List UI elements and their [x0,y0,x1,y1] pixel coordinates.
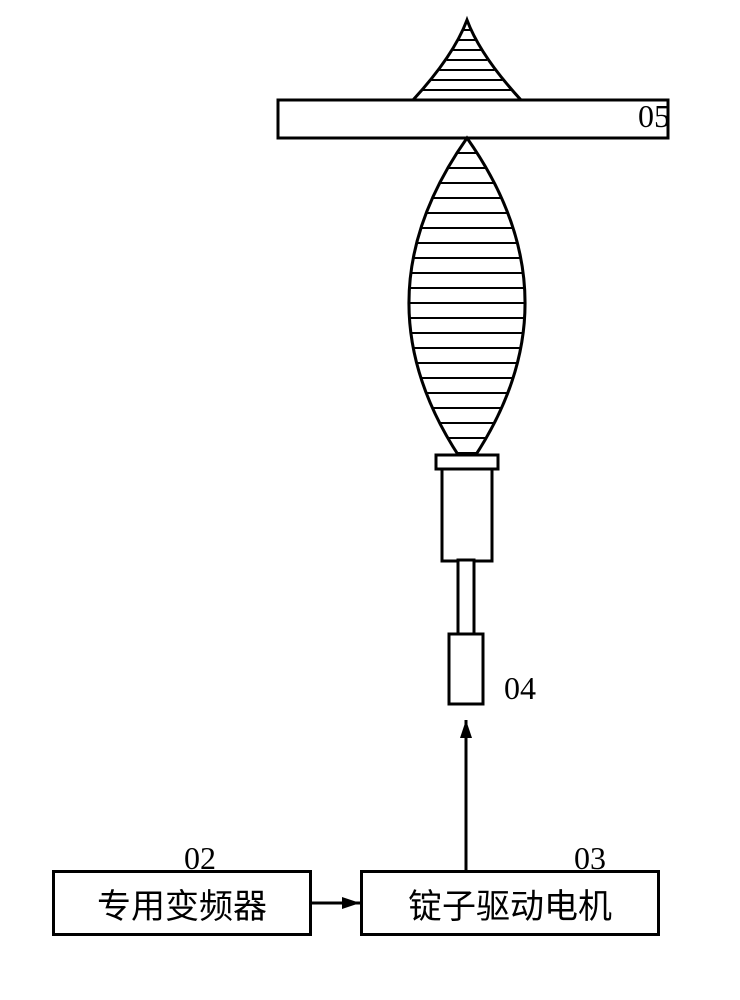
label-02: 02 [184,840,216,877]
spindle-motor-box: 锭子驱动电机 [360,870,660,936]
label-05: 05 [638,98,670,135]
spindle-motor-label: 锭子驱动电机 [408,879,612,928]
label-03: 03 [574,840,606,877]
inverter-box: 专用变频器 [52,870,312,936]
label-04: 04 [504,670,536,707]
diagram-svg [0,0,740,1000]
diagram-stage: 专用变频器 锭子驱动电机 05 04 02 03 [0,0,740,1000]
inverter-label: 专用变频器 [97,879,267,928]
